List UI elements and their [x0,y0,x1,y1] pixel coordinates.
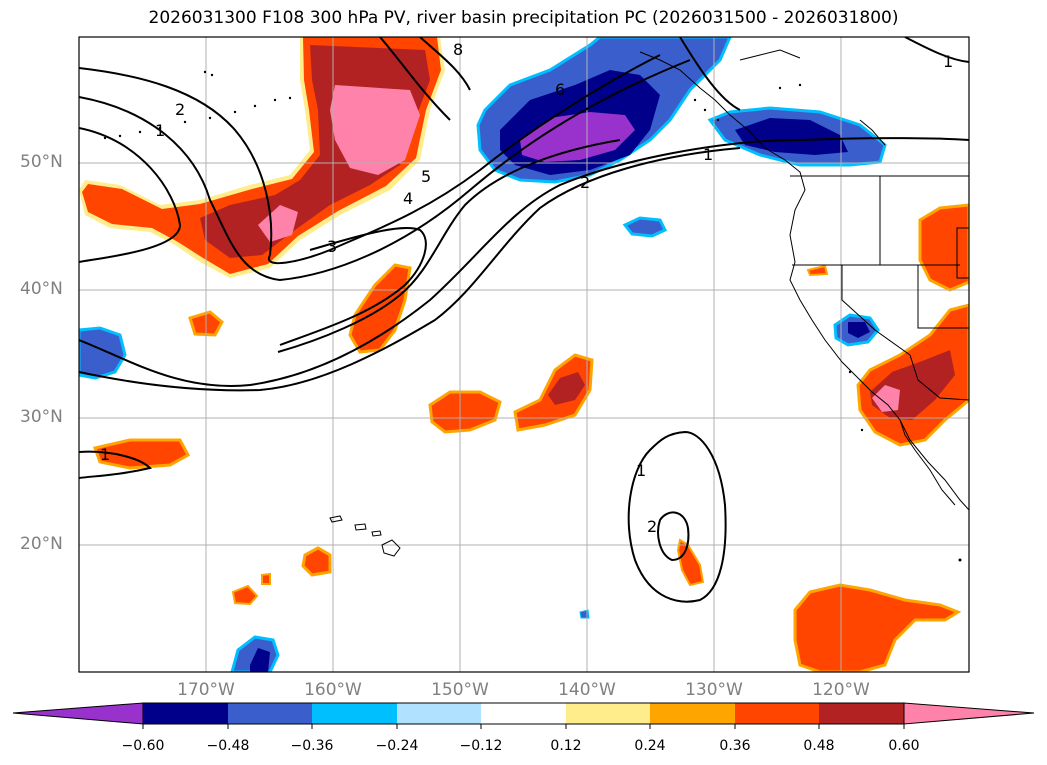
contour-label-group: 8 6 5 4 3 2 2 1 1 1 1 1 2 [100,40,953,536]
colorbar-tick-label: 0.24 [634,738,666,754]
contour-label: 1 [100,445,110,464]
colorbar-max-arrow [903,702,1035,725]
colorbar-outline [142,702,905,725]
lon-label: 160°W [304,680,362,700]
contour-label: 2 [580,173,590,192]
contour-label: 2 [647,517,657,536]
contour-label: 1 [703,145,713,164]
colorbar-swatch [481,703,566,724]
colorbar-swatch [143,703,228,724]
contour-label: 5 [421,167,431,186]
colorbar-tick-label: −0.24 [375,738,419,754]
colorbar-swatch [397,703,481,724]
colorbar-tick-label: −0.48 [206,738,250,754]
contour-label: 8 [453,40,463,59]
contour-label: 1 [155,121,165,140]
lat-label: 20°N [20,534,63,554]
colorbar-tick-label: −0.36 [290,738,334,754]
lon-label: 140°W [558,680,616,700]
contour-label: 1 [636,461,646,480]
contour-label: 1 [943,52,953,71]
lon-label: 170°W [177,680,235,700]
lat-label: 40°N [20,279,63,299]
lon-label: 130°W [685,680,743,700]
colorbar [12,702,1035,729]
contour-label: 6 [555,80,565,99]
map-title: 2026031300 F108 300 hPa PV, river basin … [148,8,899,28]
contour-label: 2 [175,100,185,119]
colorbar-min-arrow [12,702,144,725]
graticule [79,37,969,672]
colorbar-tick-label: 0.12 [550,738,582,754]
negative-anomaly-areas [79,37,887,672]
colorbar-swatch [735,703,819,724]
lat-label: 30°N [20,407,63,427]
contour-label: 3 [327,237,337,256]
plot-frame [78,36,970,673]
colorbar-tick-label: 0.48 [803,738,835,754]
positive-anomaly-blobs [93,203,969,672]
colorbar-tick-label: 0.60 [888,738,920,754]
colorbar-tick-label: −0.12 [459,738,503,754]
colorbar-swatch [819,703,904,724]
precipitation-fill-layer: 8 6 5 4 3 2 2 1 1 1 1 1 2 [79,37,969,672]
positive-anomaly-plume-north [79,37,445,278]
colorbar-swatch [650,703,735,724]
pv-contours [79,37,969,603]
colorbar-tick-label: −0.60 [121,738,165,754]
lon-label: 150°W [431,680,489,700]
colorbar-swatch [566,703,650,724]
coastlines [639,49,969,511]
hawaii-islands [329,515,401,557]
lon-label: 120°W [812,680,870,700]
lat-label: 50°N [20,152,63,172]
colorbar-swatch [312,703,397,724]
contour-label: 4 [403,189,413,208]
colorbar-swatch [228,703,312,724]
colorbar-tick-label: 0.36 [719,738,751,754]
aleutian-islands [103,70,962,562]
